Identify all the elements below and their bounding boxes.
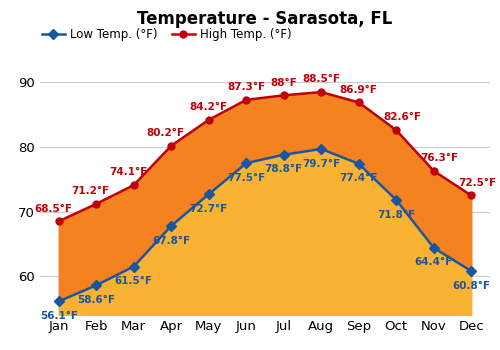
- High Temp. (°F): [281, 93, 287, 97]
- Text: 80.2°F: 80.2°F: [146, 128, 184, 138]
- Text: 74.1°F: 74.1°F: [109, 167, 147, 177]
- Low Temp. (°F): [468, 269, 474, 273]
- High Temp. (°F): [206, 118, 212, 122]
- Legend: Low Temp. (°F), High Temp. (°F): Low Temp. (°F), High Temp. (°F): [37, 23, 296, 46]
- Low Temp. (°F): [318, 147, 324, 151]
- Text: 78.8°F: 78.8°F: [264, 164, 303, 174]
- Low Temp. (°F): [93, 283, 99, 287]
- Low Temp. (°F): [431, 246, 437, 250]
- High Temp. (°F): [131, 183, 137, 187]
- Text: 88°F: 88°F: [270, 78, 297, 88]
- Low Temp. (°F): [168, 224, 174, 228]
- Title: Temperature - Sarasota, FL: Temperature - Sarasota, FL: [138, 10, 392, 28]
- High Temp. (°F): [468, 193, 474, 197]
- Text: 82.6°F: 82.6°F: [383, 112, 421, 122]
- Text: 71.2°F: 71.2°F: [72, 186, 110, 196]
- Low Temp. (°F): [56, 299, 62, 303]
- Text: 61.5°F: 61.5°F: [115, 276, 153, 286]
- Line: Low Temp. (°F): Low Temp. (°F): [56, 146, 474, 305]
- Text: 72.7°F: 72.7°F: [190, 204, 228, 214]
- Text: 72.5°F: 72.5°F: [458, 178, 496, 188]
- Low Temp. (°F): [131, 265, 137, 269]
- Low Temp. (°F): [206, 192, 212, 196]
- High Temp. (°F): [393, 128, 399, 132]
- High Temp. (°F): [431, 169, 437, 173]
- High Temp. (°F): [93, 202, 99, 206]
- Text: 86.9°F: 86.9°F: [340, 85, 378, 95]
- Text: 84.2°F: 84.2°F: [190, 102, 228, 112]
- High Temp. (°F): [356, 100, 362, 105]
- High Temp. (°F): [318, 90, 324, 94]
- Text: 68.5°F: 68.5°F: [34, 204, 72, 214]
- Text: 60.8°F: 60.8°F: [452, 281, 490, 291]
- High Temp. (°F): [243, 98, 249, 102]
- Text: 56.1°F: 56.1°F: [40, 311, 78, 321]
- Low Temp. (°F): [281, 153, 287, 157]
- Low Temp. (°F): [243, 161, 249, 165]
- Text: 71.8°F: 71.8°F: [377, 210, 416, 220]
- Line: High Temp. (°F): High Temp. (°F): [56, 89, 474, 225]
- Text: 87.3°F: 87.3°F: [227, 82, 266, 92]
- Text: 67.8°F: 67.8°F: [152, 236, 190, 245]
- Text: 76.3°F: 76.3°F: [420, 153, 459, 163]
- Low Temp. (°F): [356, 162, 362, 166]
- Low Temp. (°F): [393, 198, 399, 202]
- Text: 64.4°F: 64.4°F: [414, 258, 453, 267]
- Text: 88.5°F: 88.5°F: [302, 74, 340, 84]
- High Temp. (°F): [56, 219, 62, 223]
- Text: 58.6°F: 58.6°F: [77, 295, 115, 305]
- Text: 77.5°F: 77.5°F: [227, 173, 266, 183]
- Text: 77.4°F: 77.4°F: [340, 174, 378, 183]
- Text: 79.7°F: 79.7°F: [302, 159, 341, 169]
- High Temp. (°F): [168, 144, 174, 148]
